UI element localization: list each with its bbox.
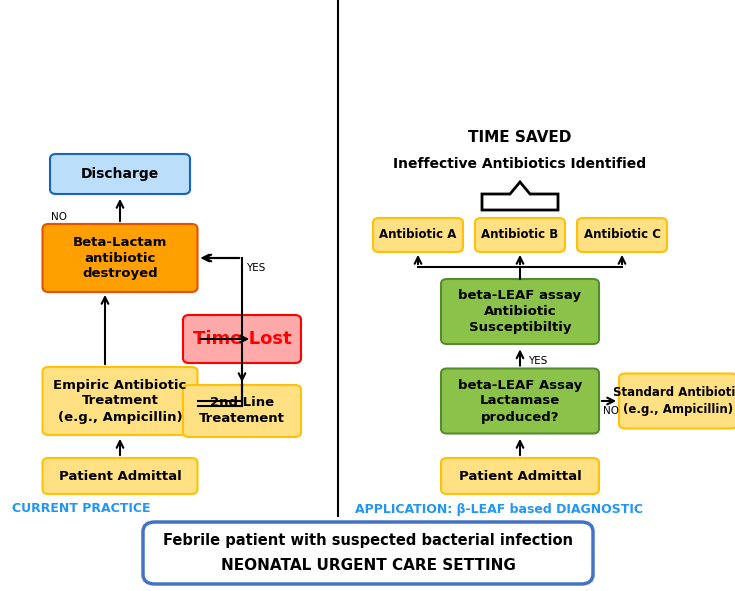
- FancyBboxPatch shape: [577, 218, 667, 252]
- FancyBboxPatch shape: [373, 218, 463, 252]
- Text: beta-LEAF assay
Antibiotic
Susceptibiltiy: beta-LEAF assay Antibiotic Susceptibilti…: [459, 289, 581, 334]
- Text: beta-LEAF Assay
Lactamase
produced?: beta-LEAF Assay Lactamase produced?: [458, 378, 582, 424]
- Text: NO: NO: [603, 406, 619, 416]
- Text: Antibiotic C: Antibiotic C: [584, 229, 661, 242]
- FancyBboxPatch shape: [475, 218, 565, 252]
- Text: NEONATAL URGENT CARE SETTING: NEONATAL URGENT CARE SETTING: [220, 558, 515, 573]
- Text: 2nd Line
Treatement: 2nd Line Treatement: [199, 397, 285, 426]
- Text: Discharge: Discharge: [81, 167, 159, 181]
- Polygon shape: [482, 182, 558, 210]
- FancyBboxPatch shape: [183, 315, 301, 363]
- FancyBboxPatch shape: [441, 279, 599, 344]
- FancyBboxPatch shape: [183, 385, 301, 437]
- Text: Antibiotic B: Antibiotic B: [481, 229, 559, 242]
- Text: Patient Admittal: Patient Admittal: [59, 469, 182, 482]
- Text: APPLICATION: β-LEAF based DIAGNOSTIC: APPLICATION: β-LEAF based DIAGNOSTIC: [355, 502, 643, 515]
- Text: YES: YES: [246, 263, 265, 273]
- FancyBboxPatch shape: [441, 458, 599, 494]
- FancyBboxPatch shape: [441, 369, 599, 434]
- FancyBboxPatch shape: [43, 224, 198, 292]
- FancyBboxPatch shape: [43, 367, 198, 435]
- Text: Ineffective Antibiotics Identified: Ineffective Antibiotics Identified: [393, 157, 647, 171]
- FancyBboxPatch shape: [50, 154, 190, 194]
- Text: Beta-Lactam
antibiotic
destroyed: Beta-Lactam antibiotic destroyed: [73, 235, 167, 281]
- FancyBboxPatch shape: [43, 458, 198, 494]
- Text: NO: NO: [51, 212, 66, 222]
- Text: TIME SAVED: TIME SAVED: [468, 131, 572, 145]
- Text: YES: YES: [528, 356, 548, 365]
- Text: Antibiotic A: Antibiotic A: [379, 229, 456, 242]
- Text: Empiric Antibiotic
Treatment
(e.g., Ampicillin): Empiric Antibiotic Treatment (e.g., Ampi…: [54, 378, 187, 424]
- Text: Febrile patient with suspected bacterial infection: Febrile patient with suspected bacterial…: [163, 534, 573, 548]
- FancyBboxPatch shape: [143, 522, 593, 584]
- FancyBboxPatch shape: [619, 374, 735, 428]
- Text: CURRENT PRACTICE: CURRENT PRACTICE: [12, 502, 151, 515]
- Text: Standard Antibiotic
(e.g., Ampicillin): Standard Antibiotic (e.g., Ampicillin): [613, 387, 735, 415]
- Text: Time Lost: Time Lost: [193, 330, 291, 348]
- Text: Patient Admittal: Patient Admittal: [459, 469, 581, 482]
